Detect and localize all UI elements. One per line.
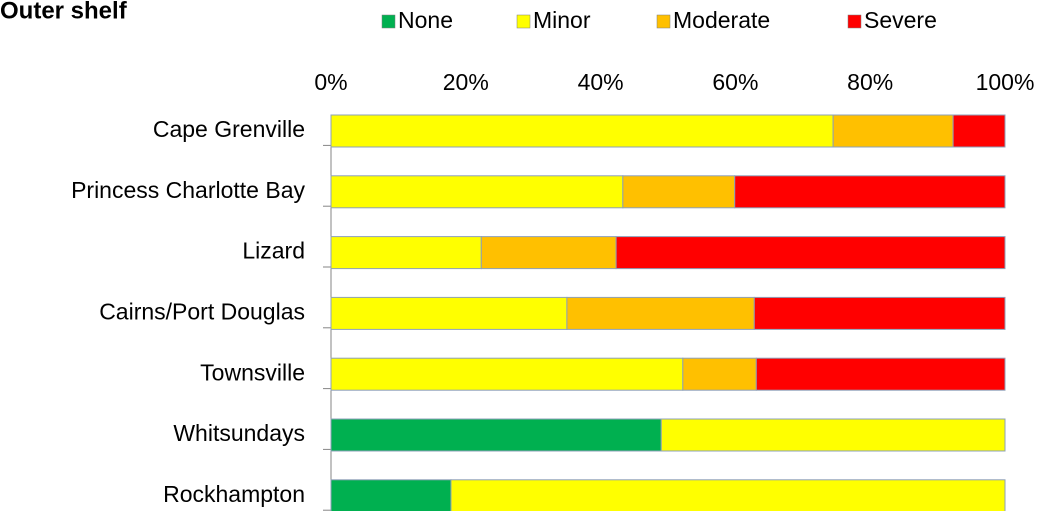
- bar-segment: [330, 418, 662, 452]
- bar-segment: [450, 479, 1006, 511]
- x-tick-label: 60%: [712, 69, 758, 95]
- y-tick-label: Cairns/Port Douglas: [99, 298, 305, 324]
- y-tick-label: Rockhampton: [163, 481, 305, 507]
- y-tick-label: Townsville: [200, 359, 305, 385]
- legend-label: Minor: [533, 7, 591, 33]
- bar-segment: [755, 357, 1006, 391]
- bar-segment: [330, 114, 834, 148]
- y-tick-label: Cape Grenville: [153, 116, 305, 142]
- bar-segment: [330, 296, 568, 330]
- legend-label: Severe: [864, 7, 937, 33]
- legend-swatch: [381, 14, 396, 29]
- bar-segment: [832, 114, 954, 148]
- bar-segment: [622, 175, 736, 209]
- bar-segment: [660, 418, 1006, 452]
- bar-segment: [753, 296, 1006, 330]
- x-tick-label: 100%: [976, 69, 1035, 95]
- y-tick-label: Princess Charlotte Bay: [71, 177, 305, 203]
- bar-segment: [330, 236, 482, 270]
- bar-segment: [330, 479, 452, 511]
- bar-segment: [330, 357, 684, 391]
- legend-label: Moderate: [673, 7, 770, 33]
- x-tick-label: 80%: [847, 69, 893, 95]
- y-tick-label: Lizard: [242, 238, 305, 264]
- x-tick-label: 20%: [443, 69, 489, 95]
- x-tick-label: 0%: [314, 69, 347, 95]
- legend-label: None: [398, 7, 453, 33]
- legend-swatch: [516, 14, 531, 29]
- chart-title: Outer shelf: [0, 0, 128, 24]
- bar-segment: [480, 236, 617, 270]
- bar-segment: [330, 175, 624, 209]
- y-tick-label: Whitsundays: [173, 420, 305, 446]
- legend-swatch: [656, 14, 671, 29]
- bar-segment: [952, 114, 1006, 148]
- bar-segment: [566, 296, 755, 330]
- bar-segment: [615, 236, 1006, 270]
- bar-segment: [682, 357, 757, 391]
- legend-swatch: [847, 14, 862, 29]
- x-tick-label: 40%: [578, 69, 624, 95]
- bar-segment: [734, 175, 1006, 209]
